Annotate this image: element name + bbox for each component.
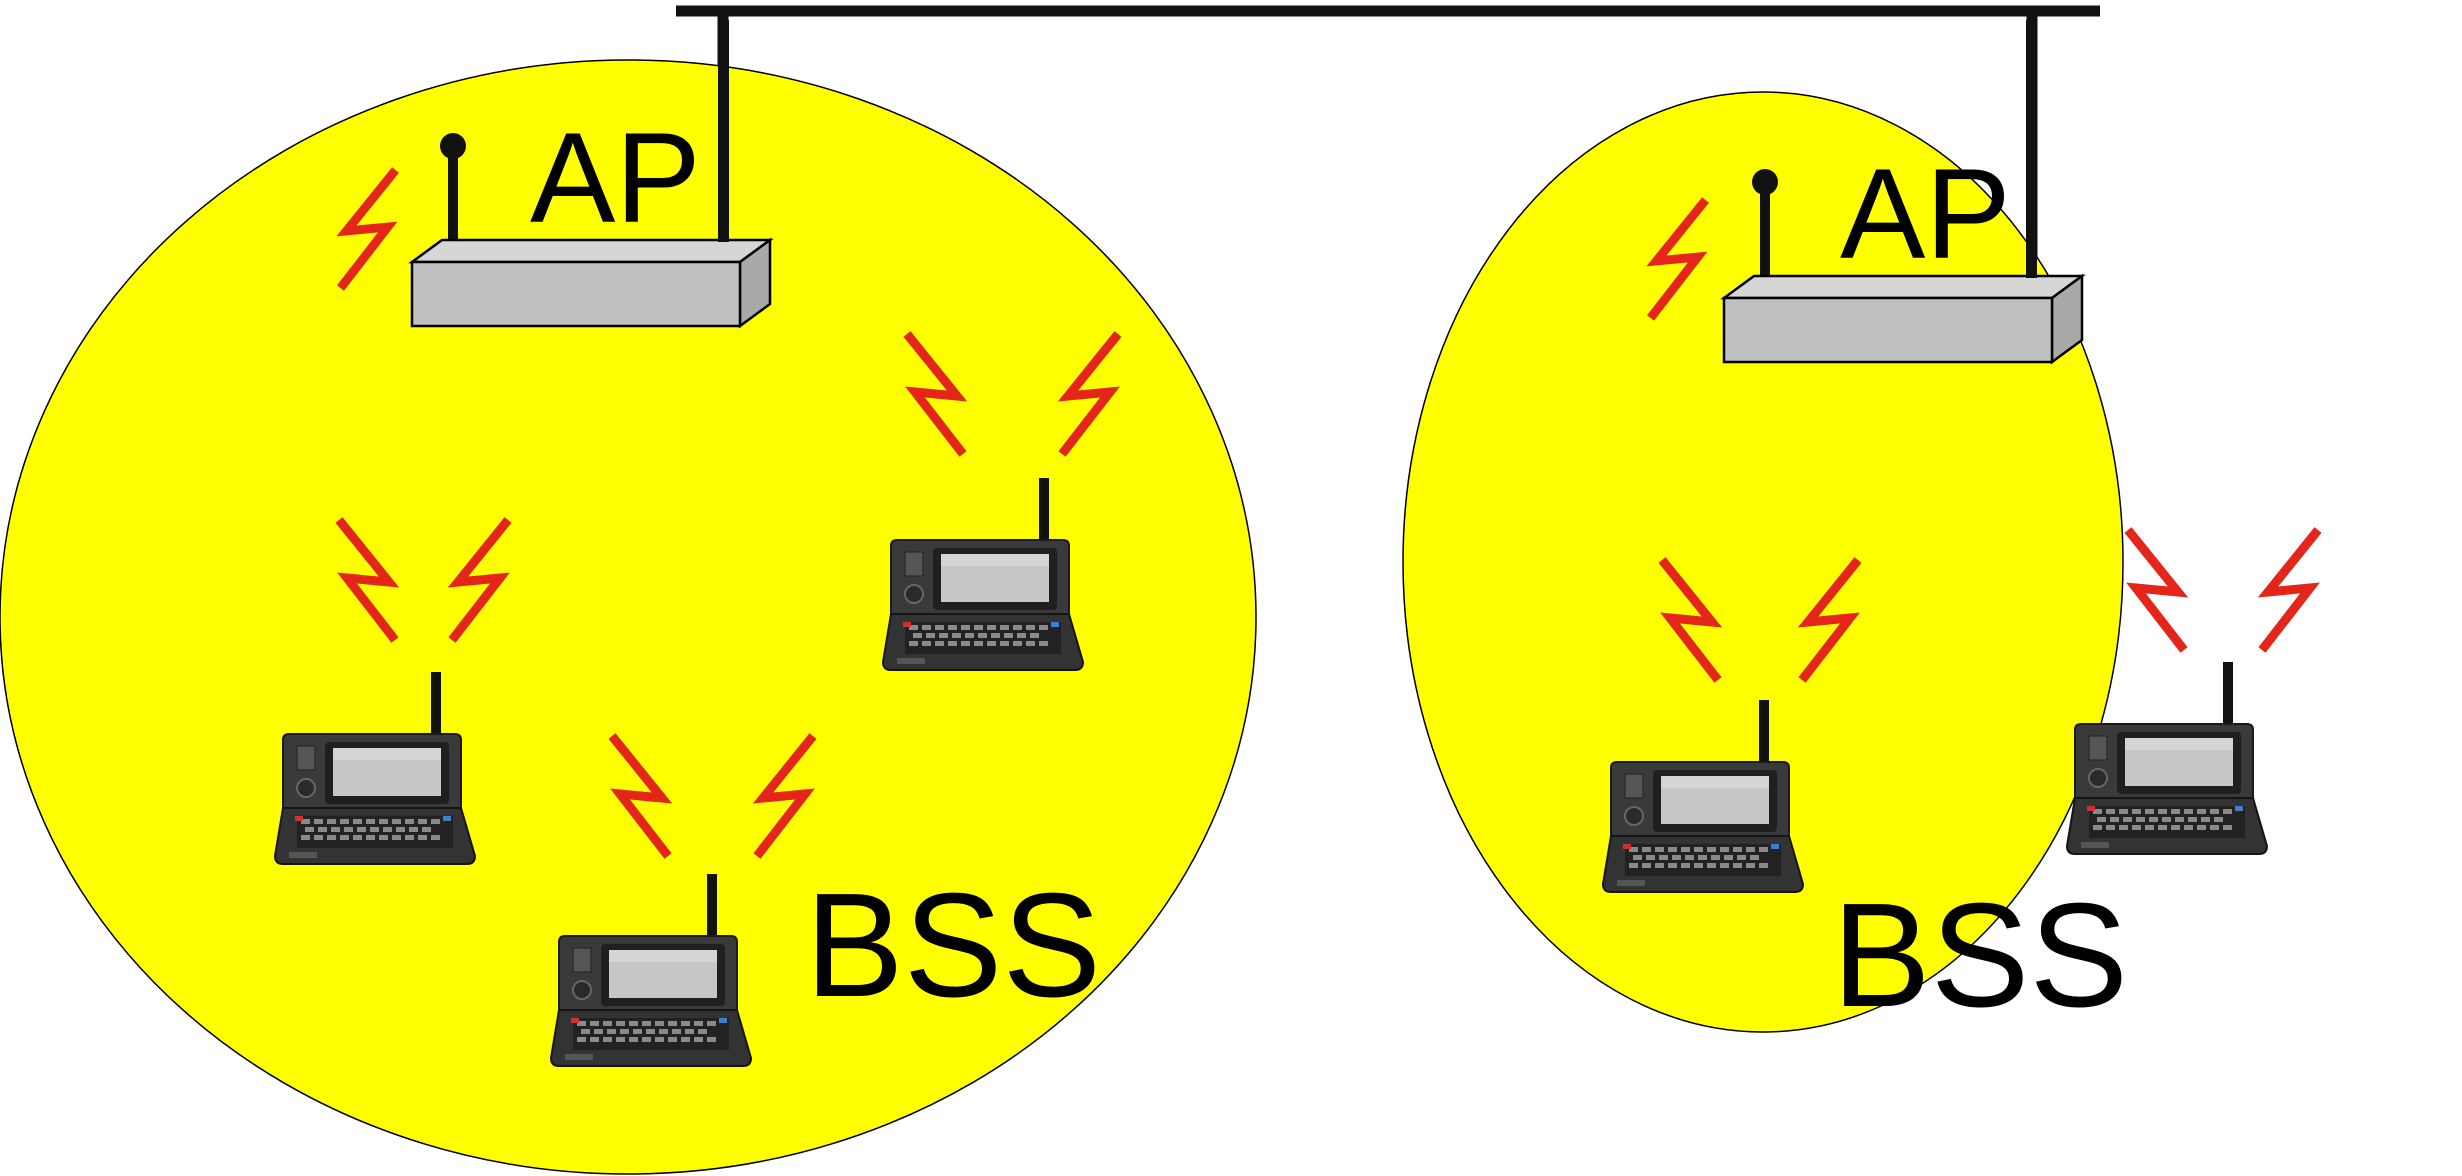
access-point-icon [1722, 20, 2084, 364]
coverage-area [0, 59, 1257, 1175]
bss-label: BSS [1832, 873, 2128, 1038]
bss-cell-2: AP BSS [1402, 20, 2318, 1038]
access-point-icon [410, 20, 772, 328]
ap-label: AP [1840, 143, 2011, 286]
bss-cell-1: AP BSS [0, 20, 1257, 1175]
ap-label: AP [530, 107, 701, 250]
bss-label: BSS [805, 863, 1101, 1028]
